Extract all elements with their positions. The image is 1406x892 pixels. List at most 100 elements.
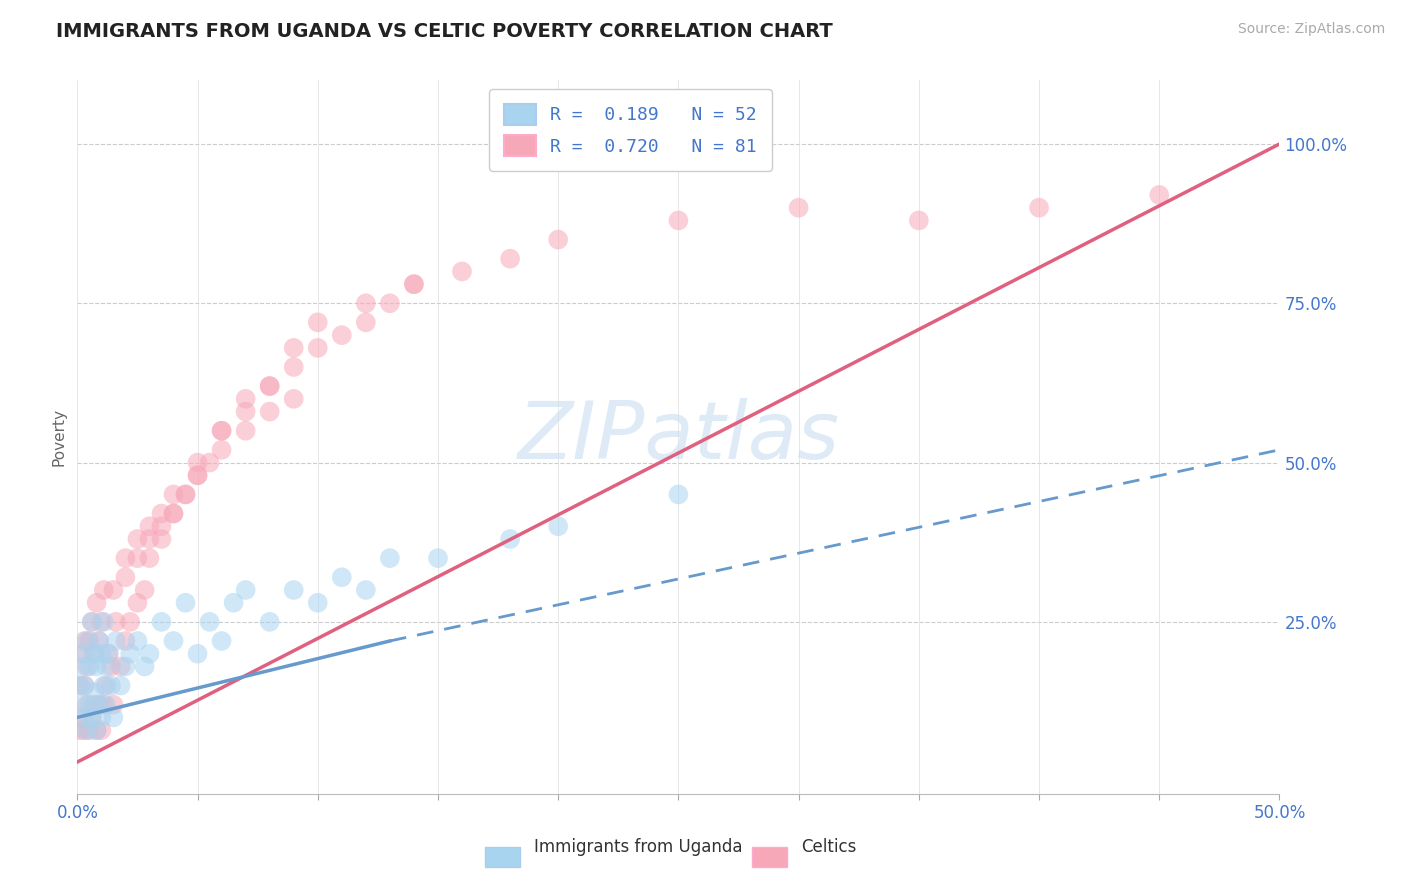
Point — [127, 532, 149, 546]
Point — [908, 213, 931, 227]
Point — [83, 698, 105, 712]
Point — [79, 698, 101, 712]
Point — [162, 634, 184, 648]
Point — [86, 723, 108, 738]
Point — [100, 659, 122, 673]
Point — [114, 634, 136, 648]
Point — [87, 698, 110, 712]
Point — [402, 277, 425, 292]
Point — [259, 615, 281, 629]
Point — [76, 634, 98, 648]
Point — [90, 710, 112, 724]
Point — [668, 213, 690, 227]
Point — [259, 379, 281, 393]
Point — [110, 659, 132, 673]
Point — [80, 615, 103, 629]
Text: Celtics: Celtics — [801, 838, 856, 856]
Point — [127, 551, 149, 566]
Point — [307, 341, 329, 355]
Point — [104, 615, 127, 629]
Point — [86, 659, 108, 673]
Point — [90, 615, 112, 629]
Point — [547, 233, 569, 247]
Point — [69, 679, 91, 693]
Point — [73, 710, 96, 724]
Point — [114, 551, 136, 566]
Text: Immigrants from Uganda: Immigrants from Uganda — [534, 838, 742, 856]
Point — [499, 252, 522, 266]
Point — [90, 647, 112, 661]
Point — [86, 723, 108, 738]
Point — [427, 551, 450, 566]
Point — [174, 487, 197, 501]
Point — [283, 341, 305, 355]
Point — [283, 392, 305, 406]
Point — [187, 456, 209, 470]
Point — [174, 596, 197, 610]
Point — [187, 468, 209, 483]
Point — [330, 328, 353, 343]
Point — [87, 634, 110, 648]
Point — [211, 424, 233, 438]
Point — [87, 634, 110, 648]
Point — [134, 582, 156, 597]
Point — [97, 647, 120, 661]
Point — [100, 679, 122, 693]
Point — [80, 615, 103, 629]
Point — [283, 359, 305, 374]
Point — [547, 519, 569, 533]
Point — [150, 507, 173, 521]
Point — [222, 596, 245, 610]
Point — [103, 582, 125, 597]
Point — [211, 424, 233, 438]
Point — [127, 634, 149, 648]
Point — [162, 507, 184, 521]
Point — [330, 570, 353, 584]
Point — [120, 615, 142, 629]
Point — [80, 710, 103, 724]
Point — [104, 634, 127, 648]
Point — [83, 647, 105, 661]
Point — [70, 647, 93, 661]
Point — [76, 659, 98, 673]
Point — [103, 710, 125, 724]
Point — [235, 582, 257, 597]
Text: ZIPatlas: ZIPatlas — [517, 398, 839, 476]
Point — [73, 647, 96, 661]
Point — [138, 647, 160, 661]
Point — [79, 634, 101, 648]
Point — [668, 487, 690, 501]
Point — [187, 468, 209, 483]
Point — [103, 698, 125, 712]
Point — [93, 615, 115, 629]
Point — [402, 277, 425, 292]
Point — [73, 634, 96, 648]
Point — [198, 456, 221, 470]
Point — [150, 519, 173, 533]
Point — [787, 201, 810, 215]
Point — [235, 392, 257, 406]
Point — [96, 698, 118, 712]
Point — [69, 723, 91, 738]
Point — [211, 442, 233, 457]
Point — [93, 679, 115, 693]
Point — [307, 596, 329, 610]
Point — [138, 551, 160, 566]
Point — [73, 723, 96, 738]
Point — [378, 551, 401, 566]
Point — [96, 659, 118, 673]
Point — [70, 710, 93, 724]
Point — [162, 487, 184, 501]
Point — [127, 596, 149, 610]
Point — [80, 710, 103, 724]
Point — [162, 507, 184, 521]
Point — [86, 596, 108, 610]
Point — [120, 647, 142, 661]
Point — [259, 404, 281, 418]
Point — [150, 615, 173, 629]
Point — [1149, 188, 1171, 202]
Point — [307, 315, 329, 329]
Point — [70, 698, 93, 712]
Point — [259, 379, 281, 393]
Point — [76, 698, 98, 712]
